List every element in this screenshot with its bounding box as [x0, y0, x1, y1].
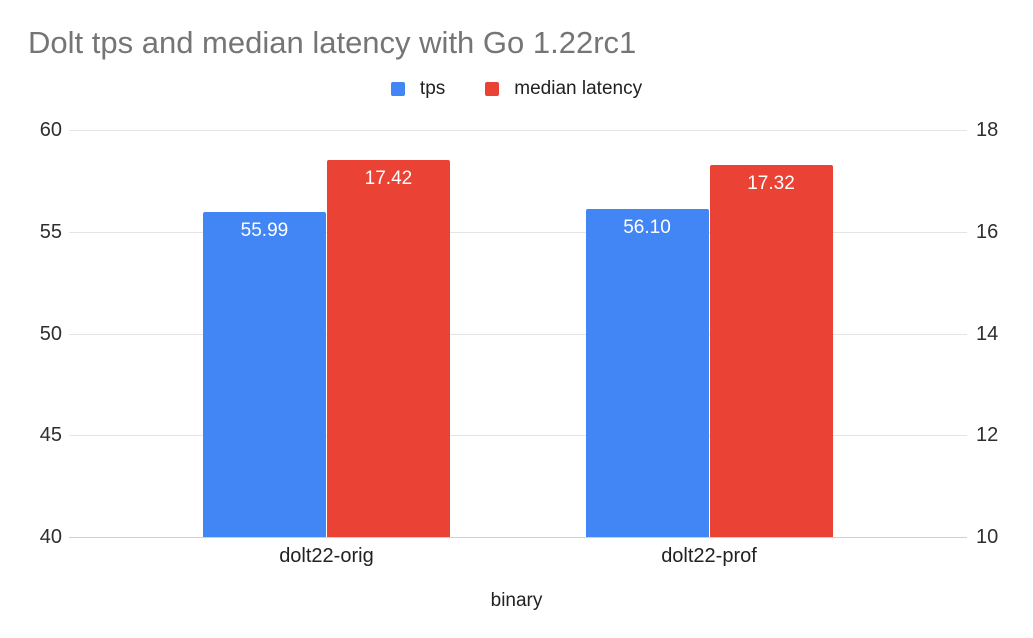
y-axis-tick-left: 45 [39, 424, 62, 447]
bar-tps-dolt22-orig: 55.99 [202, 211, 326, 537]
y-axis-tick-right: 12 [976, 424, 999, 447]
bar-label-tps-dolt22-orig: 55.99 [240, 219, 289, 241]
y-axis-tick-left: 55 [39, 220, 62, 243]
legend-swatch-median-latency [485, 82, 500, 96]
y-axis-tick-right: 18 [976, 119, 999, 141]
legend-label-median-latency: median latency [514, 78, 643, 99]
bar-label-median-latency-dolt22-prof: 17.32 [747, 172, 795, 194]
legend: tps median latency [0, 78, 1033, 100]
legend-item-median-latency: median latency [485, 78, 642, 100]
gridline [69, 130, 967, 131]
plot-area: 55.99 17.42 56.10 17.32 [69, 130, 967, 538]
y-axis-tick-right: 14 [976, 322, 999, 345]
legend-swatch-tps [390, 82, 405, 96]
y-axis-tick-left: 50 [39, 322, 62, 345]
bar-median-latency-dolt22-prof: 17.32 [709, 164, 833, 537]
y-axis-tick-right: 10 [976, 526, 999, 548]
y-axis-tick-left: 60 [39, 119, 62, 141]
x-category-label-dolt22-orig: dolt22-orig [279, 545, 374, 567]
bar-label-tps-dolt22-prof: 56.10 [623, 217, 671, 239]
legend-item-tps: tps [390, 78, 446, 100]
y-axis-tick-right: 16 [976, 220, 999, 243]
gridline [69, 333, 967, 335]
bar-tps-dolt22-prof: 56.10 [585, 209, 709, 537]
gridline [69, 231, 967, 233]
x-axis-title: binary [490, 590, 543, 611]
bar-median-latency-dolt22-orig: 17.42 [326, 159, 450, 537]
bar-label-median-latency-dolt22-orig: 17.42 [364, 167, 413, 189]
x-category-label-dolt22-prof: dolt22-prof [661, 545, 757, 567]
chart-title: Dolt tps and median latency with Go 1.22… [28, 25, 637, 60]
gridline [69, 537, 967, 538]
gridline [69, 435, 967, 437]
legend-label-tps: tps [419, 78, 446, 99]
y-axis-tick-left: 40 [39, 526, 62, 548]
